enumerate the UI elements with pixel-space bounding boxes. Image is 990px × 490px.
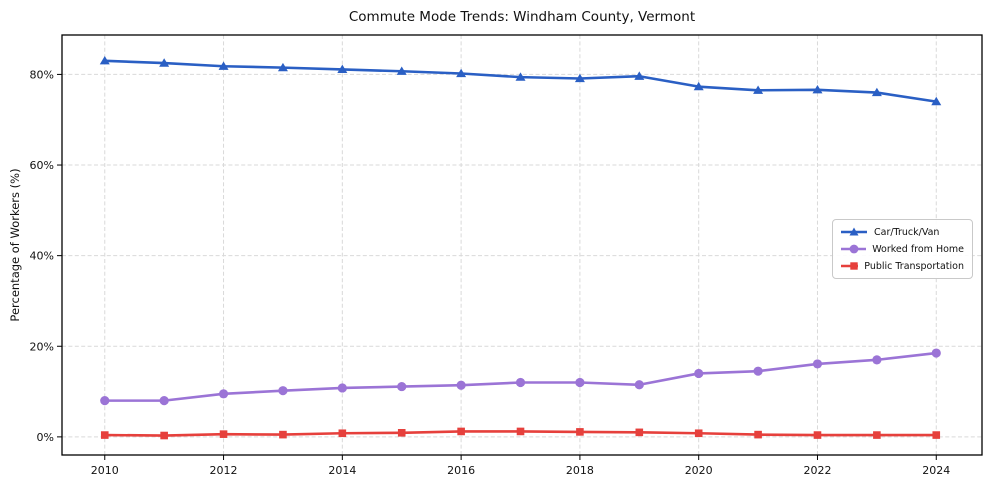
series-public-transportation-marker — [160, 431, 168, 440]
series-public-transportation-marker — [100, 431, 109, 439]
series-public-transportation-marker — [813, 431, 822, 439]
series-car-truck-van-marker — [396, 66, 407, 75]
legend-item-car-truck-van: Car/Truck/Van — [840, 225, 964, 239]
series-public-transportation-marker — [635, 428, 644, 437]
legend-label: Worked from Home — [872, 243, 964, 255]
series-worked-from-home-marker — [397, 381, 407, 392]
x-tick-label: 2012 — [210, 464, 238, 477]
series-line-worked-from-home — [103, 351, 938, 402]
series-car-truck-van-marker — [574, 73, 585, 83]
series-worked-from-home-marker — [872, 355, 882, 365]
legend: Car/Truck/Van Worked from Home Public Tran… — [832, 219, 973, 279]
series-worked-from-home-marker — [634, 380, 644, 390]
series-car-truck-van-marker — [634, 71, 645, 80]
series-line-car-truck-van — [103, 59, 938, 103]
series-car-truck-van-marker — [99, 56, 110, 65]
y-tick-label: 40% — [30, 250, 54, 263]
series-worked-from-home-marker — [159, 396, 169, 406]
legend-sample-square-icon — [841, 262, 859, 270]
series-worked-from-home-marker — [812, 359, 823, 369]
series-car-truck-van-marker — [456, 68, 467, 78]
series-car-truck-van-marker — [277, 62, 288, 72]
legend-item-worked-from-home: Worked from Home — [840, 242, 964, 256]
x-tick-label: 2014 — [328, 464, 356, 477]
series-public-transportation-marker — [576, 428, 584, 436]
chart-title: Commute Mode Trends: Windham County, Ver… — [348, 9, 696, 25]
series-car-truck-van-marker — [337, 64, 348, 74]
series-car-truck-van-marker — [753, 85, 764, 94]
series-worked-from-home-marker — [218, 389, 229, 399]
series-car-truck-van-marker — [693, 81, 704, 91]
series-worked-from-home-marker — [515, 377, 526, 388]
series-public-transportation-marker — [279, 430, 287, 439]
legend-label: Public Transportation — [864, 260, 964, 272]
series-public-transportation-marker — [516, 427, 525, 436]
series-public-transportation-marker — [219, 430, 228, 438]
series-worked-from-home-marker — [753, 366, 763, 376]
series-public-transportation-marker — [694, 429, 703, 438]
series-public-transportation-marker — [873, 431, 881, 439]
series-worked-from-home-marker — [931, 348, 941, 358]
series-worked-from-home-marker — [337, 383, 347, 393]
series-car-truck-van-marker — [515, 72, 526, 81]
series-worked-from-home-marker — [575, 377, 585, 388]
series-worked-from-home-marker — [278, 386, 288, 396]
legend-sample-circle-icon — [841, 244, 867, 254]
x-tick-label: 2016 — [447, 464, 475, 477]
y-tick-label: 0% — [37, 431, 54, 444]
series-car-truck-van-marker — [931, 96, 942, 106]
series-public-transportation-marker — [397, 428, 406, 437]
series-public-transportation-marker — [932, 431, 941, 439]
series-car-truck-van-marker — [159, 58, 170, 67]
plot-frame — [61, 34, 983, 456]
x-tick-label: 2018 — [566, 464, 594, 477]
x-tick-label: 2022 — [803, 464, 831, 477]
x-tick-label: 2010 — [91, 464, 119, 477]
legend-sample-triangle-icon — [841, 227, 867, 236]
series-worked-from-home-marker — [456, 380, 466, 390]
series-public-transportation-marker — [754, 430, 762, 439]
y-tick-label: 20% — [30, 340, 54, 353]
y-tick-label: 60% — [30, 159, 54, 172]
legend-item-public-transportation: Public Transportation — [840, 259, 964, 273]
x-tick-label: 2024 — [922, 464, 950, 477]
y-tick-label: 80% — [30, 68, 54, 81]
series-worked-from-home-marker — [694, 368, 704, 379]
series-car-truck-van-marker — [812, 85, 823, 94]
series-car-truck-van-marker — [871, 87, 882, 97]
legend-label: Car/Truck/Van — [874, 226, 940, 238]
series-public-transportation-marker — [338, 429, 347, 438]
series-public-transportation-marker — [457, 427, 465, 436]
series-car-truck-van-marker — [218, 61, 229, 70]
series-worked-from-home-marker — [100, 396, 110, 406]
x-tick-label: 2020 — [685, 464, 713, 477]
